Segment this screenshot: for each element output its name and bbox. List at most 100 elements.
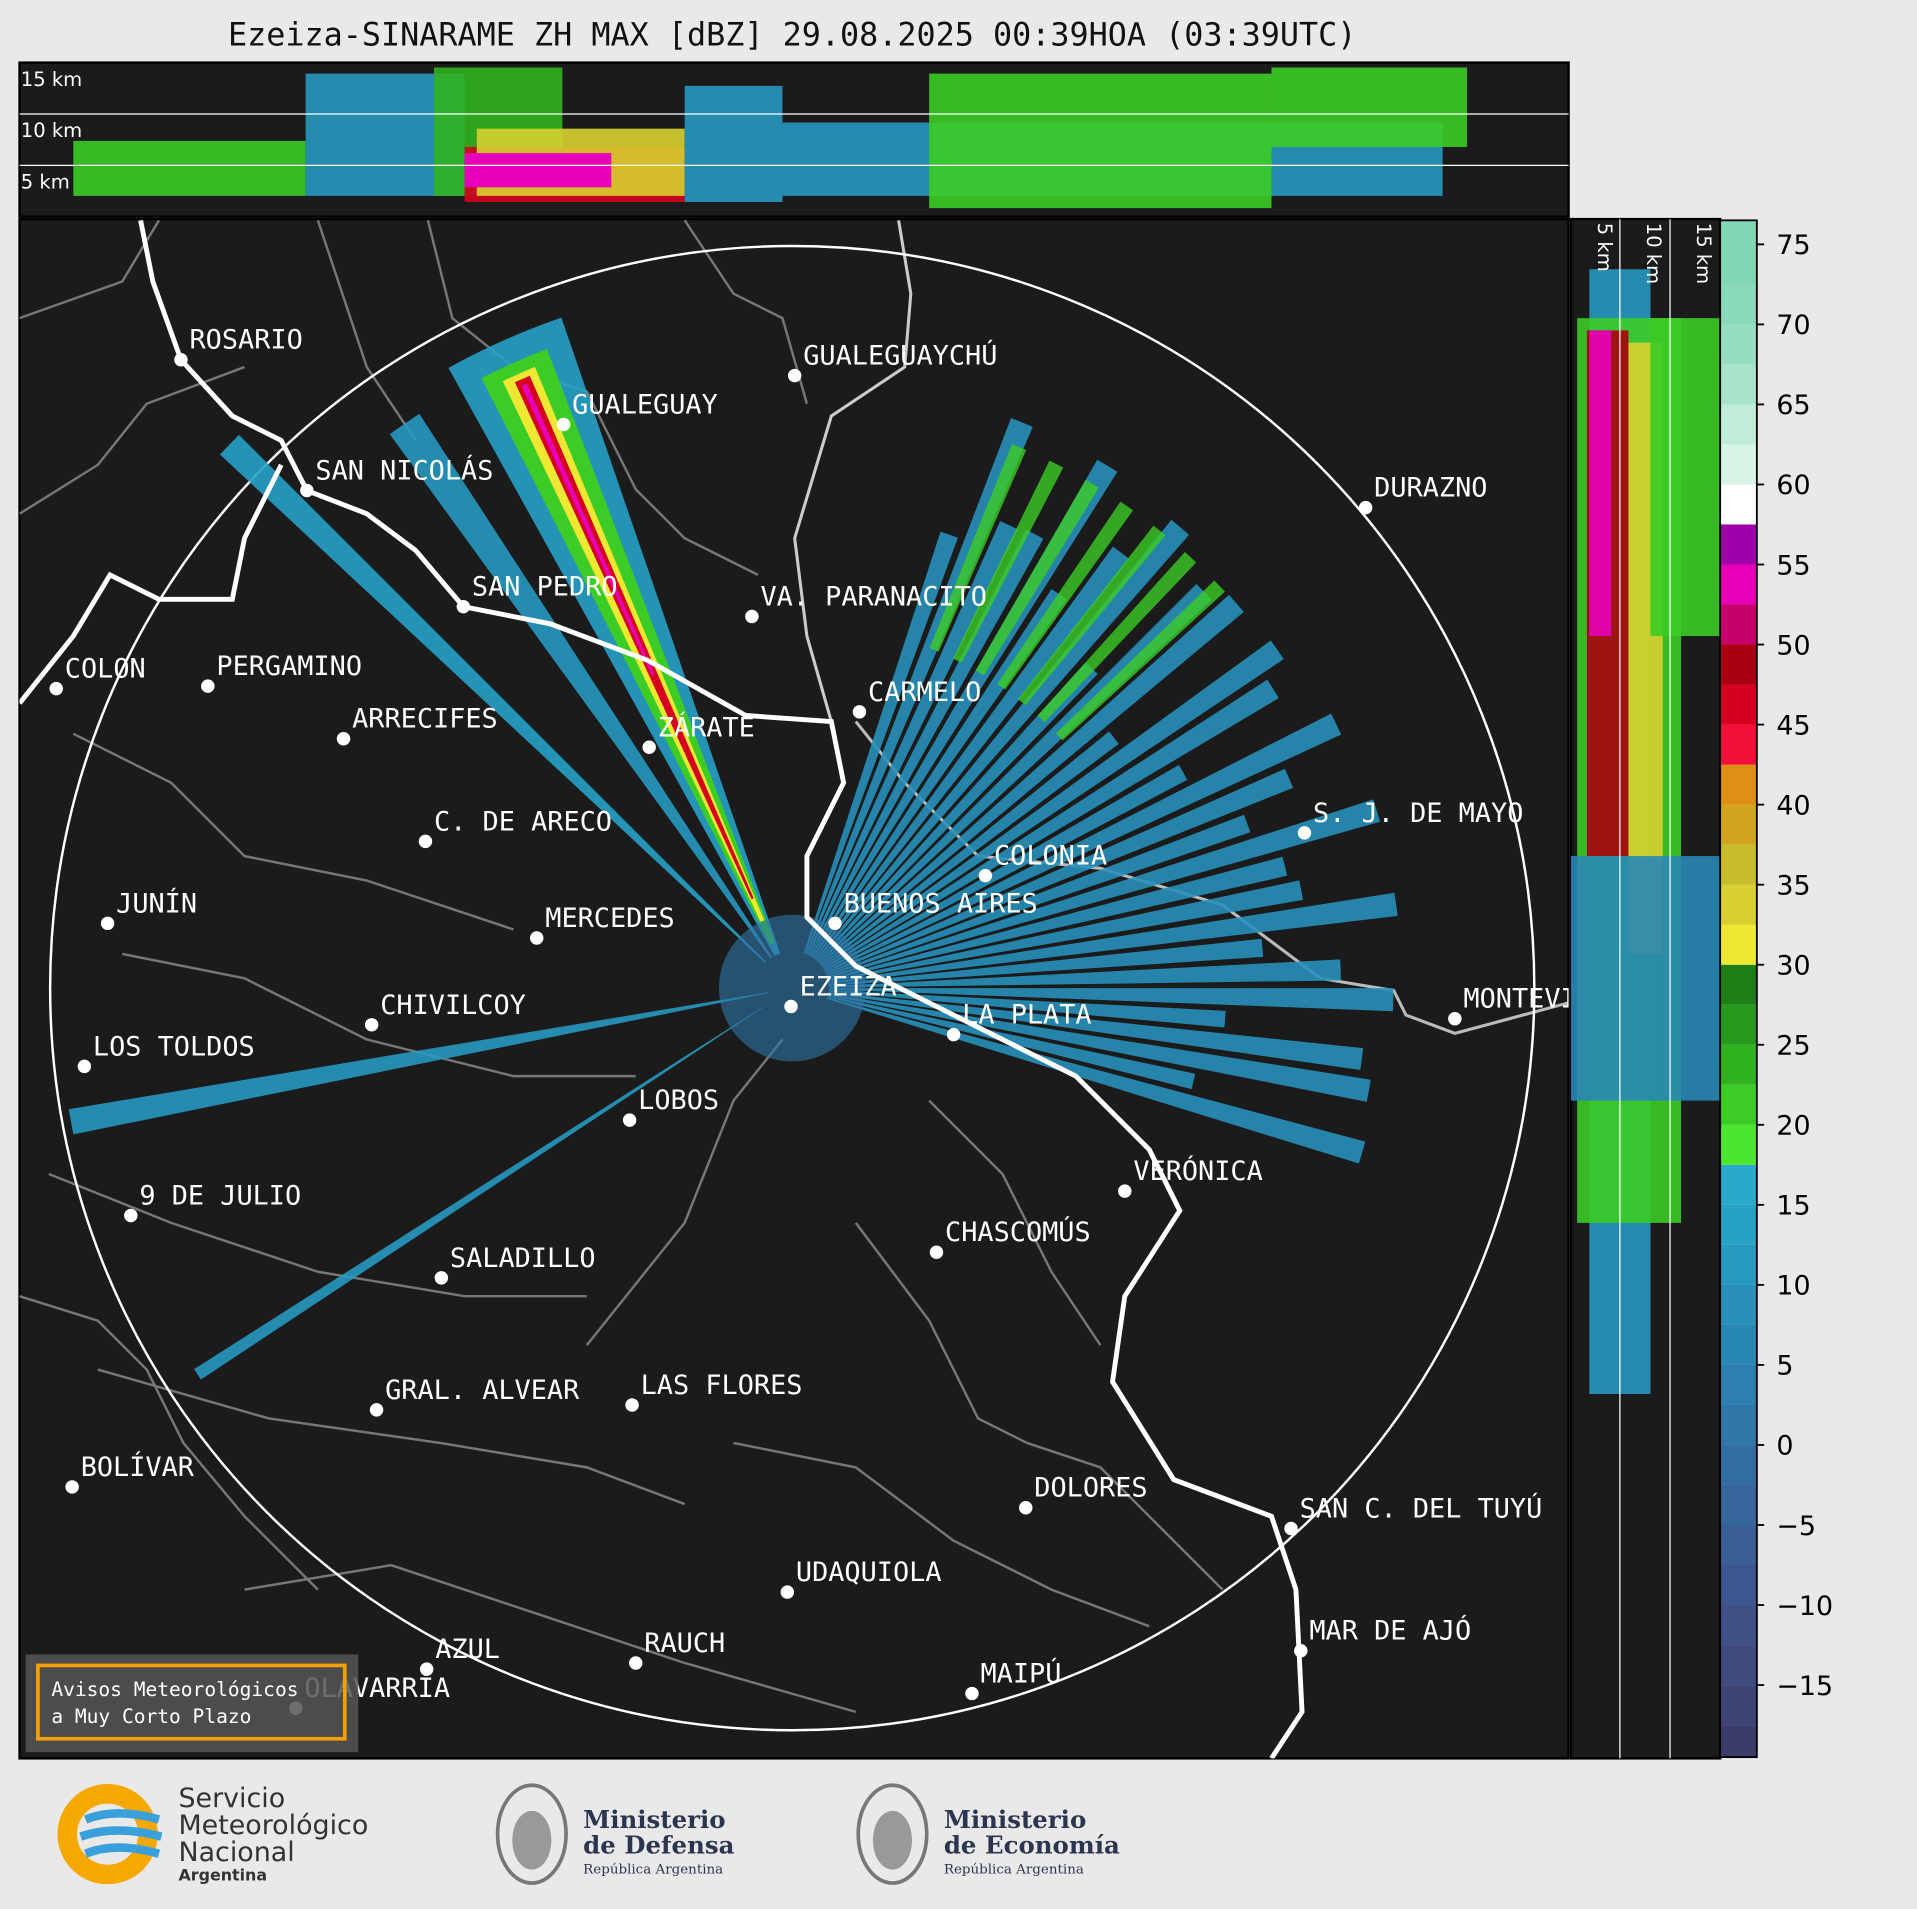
colorbar-bin [1720, 564, 1757, 605]
colorbar-tick-label: 40 [1776, 790, 1810, 821]
reflectivity-echo [824, 713, 1342, 973]
reflectivity-echo [1056, 580, 1225, 741]
border-line [19, 463, 284, 705]
colorbar-tick-label: −15 [1776, 1671, 1833, 1702]
defensa-country: República Argentina [583, 1862, 723, 1877]
colorbar-tick-label: 70 [1776, 310, 1810, 341]
province-border [48, 1172, 587, 1298]
smn-text: Meteorológico [178, 1810, 368, 1841]
city-marker [622, 1113, 637, 1127]
colorbar-bin [1720, 1004, 1757, 1045]
colorbar-bin [1720, 964, 1757, 1005]
reflectivity-echo [828, 959, 1341, 988]
colorbar-bin [1720, 524, 1757, 565]
province-border [72, 732, 514, 931]
city-label: PERGAMINO [216, 651, 362, 682]
city-label: GRAL. ALVEAR [385, 1375, 580, 1406]
city-marker [364, 1018, 379, 1032]
colorbar-bin [1720, 284, 1757, 325]
reflectivity-echo [828, 892, 1398, 984]
notice-line: Avisos Meteorológicos [51, 1678, 298, 1701]
city-marker [77, 1059, 92, 1074]
title: Ezeiza-SINARAME ZH MAX [dBZ] 29.08.2025 … [228, 18, 1356, 54]
city-label: SALADILLO [450, 1243, 596, 1274]
province-border [316, 219, 417, 442]
reflectivity-echo [803, 531, 958, 954]
city-marker [780, 1585, 795, 1599]
profile-echo [464, 153, 612, 188]
reflectivity-echo [219, 434, 767, 964]
city-marker [529, 931, 544, 945]
reflectivity-echo [822, 679, 1279, 970]
colorbar-tick-label: 10 [1776, 1271, 1810, 1302]
reflectivity-echo [827, 856, 1288, 980]
colorbar-bin [1720, 1324, 1757, 1365]
colorbar-tick-label: −5 [1776, 1511, 1816, 1542]
city-marker [1118, 1184, 1132, 1198]
reflectivity-echo [828, 991, 1364, 1070]
reflectivity-echo [820, 731, 1119, 967]
city-label: COLON [65, 654, 146, 685]
reflectivity-echo [194, 1007, 762, 1380]
colorbar-bin [1720, 724, 1757, 765]
city-label: ARRECIFES [352, 704, 498, 735]
top-profile: 15 km 10 km 5 km [19, 67, 1569, 209]
city-label: SAN C. DEL TUYÚ [1300, 1492, 1543, 1524]
reflectivity-echo [807, 521, 1018, 956]
city-marker [784, 999, 798, 1014]
uruguay-river [793, 220, 913, 723]
colorbar-tick-label: 65 [1776, 390, 1810, 421]
colorbar: −15 −10 −5 0 5 10 15 20 25 30 35 40 45 50 55 60 65 70 75 [1719, 219, 1833, 1759]
profile-echo [1650, 318, 1721, 637]
right-profile: 5 km 10 km 15 km [1571, 219, 1721, 1759]
colorbar-bin [1720, 684, 1757, 725]
city-label: GUALEGUAY [572, 390, 718, 421]
city-label: CARMELO [868, 677, 981, 708]
province-border [733, 1441, 1150, 1628]
range-ring [48, 244, 1536, 1732]
defensa-shield-inner [512, 1810, 552, 1870]
colorbar-bin [1720, 1565, 1757, 1606]
city-marker [1019, 1500, 1033, 1515]
smn-country: Argentina [178, 1866, 267, 1885]
colorbar-bin [1720, 1364, 1757, 1405]
colorbar-tick-label: 5 [1776, 1351, 1793, 1382]
city-label: DOLORES [1034, 1473, 1147, 1504]
city-marker [745, 609, 759, 624]
colorbar-bin [1720, 1164, 1757, 1205]
city-label: 9 DE JULIO [139, 1181, 301, 1212]
city-marker [300, 483, 314, 498]
colorbar-tick-label: 50 [1776, 630, 1810, 661]
colorbar-bin [1720, 1525, 1757, 1566]
reflectivity-echo [828, 938, 1264, 986]
colorbar-tick-label: 55 [1776, 550, 1810, 581]
city-label: RAUCH [644, 1628, 725, 1659]
reflectivity-echo [1018, 525, 1166, 706]
province-border [122, 952, 636, 1078]
province-border [19, 365, 245, 515]
profile-echo [1271, 67, 1468, 147]
colorbar-tick-label: 45 [1776, 710, 1810, 741]
notice-box: Avisos Meteorológicos a Muy Corto Plazo [25, 1654, 359, 1753]
defensa-text: de Defensa [583, 1831, 734, 1860]
city-marker [369, 1403, 384, 1417]
city-label: MAR DE AJÓ [1309, 1615, 1471, 1647]
profile-echo [1589, 330, 1612, 637]
colorbar-tick-label: −10 [1776, 1591, 1833, 1622]
city-label: EZEIZA [800, 971, 897, 1002]
city-marker [174, 352, 188, 367]
colorbar-tick-label: 75 [1776, 230, 1810, 261]
colorbar-bin [1720, 1444, 1757, 1485]
city-marker [434, 1271, 449, 1285]
province-border [1026, 1441, 1224, 1591]
colorbar-tick-label: 15 [1776, 1191, 1810, 1222]
city-label: JUNÍN [116, 887, 197, 919]
city-marker [625, 1398, 639, 1412]
city-marker [456, 599, 471, 614]
height-label: 10 km [1642, 223, 1665, 284]
colorbar-bin [1720, 884, 1757, 925]
colorbar-bin [1720, 1124, 1757, 1165]
colorbar-bin [1720, 404, 1757, 445]
city-marker [201, 679, 215, 693]
